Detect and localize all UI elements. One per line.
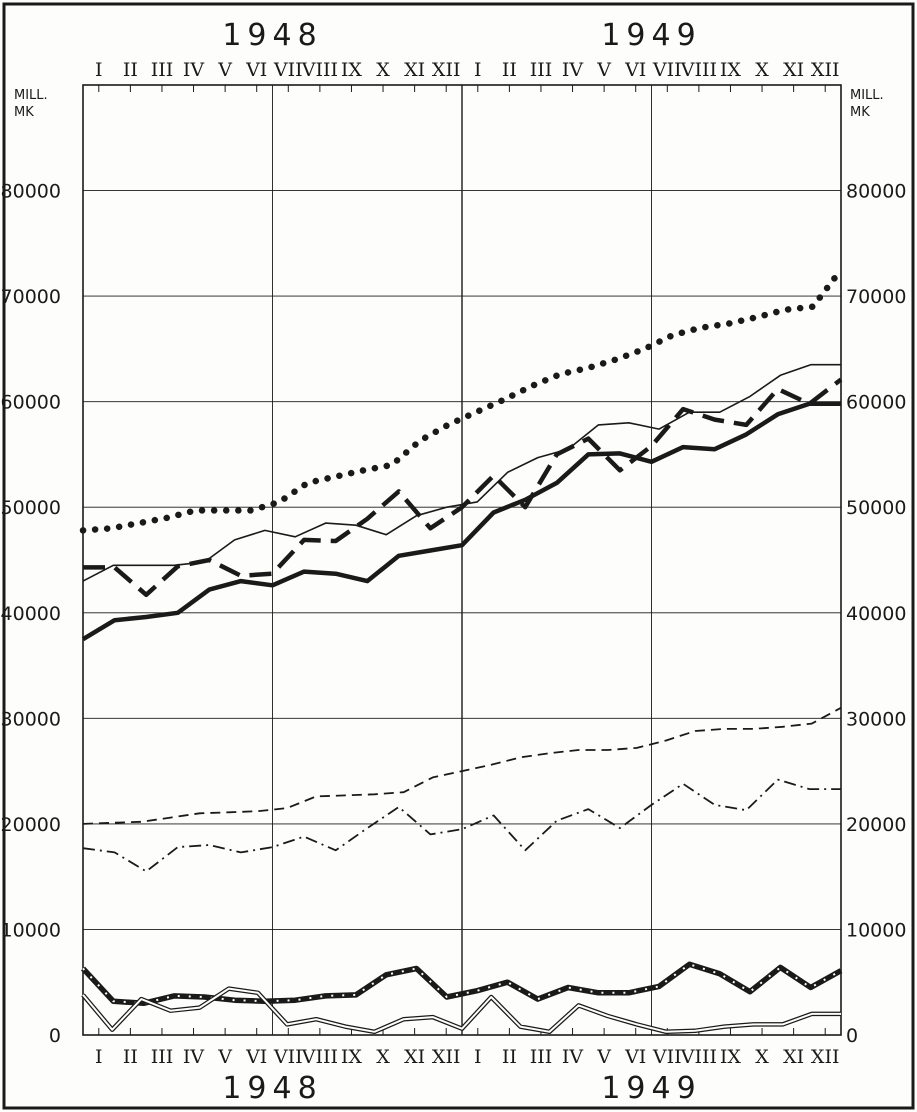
y-tick-label-right: 60000: [846, 392, 906, 414]
series-line-accent: [82, 987, 841, 1033]
y-tick-label-right: 10000: [846, 919, 906, 941]
month-label-top: X: [755, 59, 769, 81]
month-label-top: V: [217, 59, 232, 81]
month-label-top: XI: [404, 59, 425, 81]
month-label-top: XI: [783, 59, 804, 81]
series-solid-thick: [81, 401, 841, 642]
labels: 0 0 10000 10000 20000 20000 30000 30000 40000 400…: [1, 18, 907, 1106]
month-label-top: VIII: [301, 59, 338, 81]
year-label-top: 1948: [222, 18, 322, 53]
month-label-bottom: II: [502, 1046, 517, 1068]
month-label-bottom: X: [755, 1046, 769, 1068]
month-label-top: XII: [811, 59, 840, 81]
month-label-bottom: I: [95, 1046, 103, 1068]
y-tick-label-left: 10000: [1, 919, 61, 941]
y-tick-label-left: 80000: [1, 181, 61, 203]
month-label-bottom: VII: [652, 1046, 682, 1068]
y-tick-label-right: 50000: [846, 497, 906, 519]
y-tick-label-left: 40000: [1, 603, 61, 625]
month-label-top: III: [530, 59, 553, 81]
month-label-top: IX: [341, 59, 363, 81]
y-tick-label-right: 30000: [846, 708, 906, 730]
month-label-bottom: III: [151, 1046, 174, 1068]
series-layer: [79, 266, 845, 1035]
month-label-bottom: IV: [183, 1046, 205, 1068]
month-label-bottom: IX: [341, 1046, 363, 1068]
y-tick-label-right: 40000: [846, 603, 906, 625]
month-label-bottom: I: [474, 1046, 482, 1068]
month-label-top: I: [95, 59, 103, 81]
month-label-top: IV: [183, 59, 205, 81]
month-label-top: III: [151, 59, 174, 81]
plot-frame: [82, 84, 842, 1036]
month-label-top: IX: [720, 59, 742, 81]
y-tick-label-right: 80000: [846, 181, 906, 203]
y-tick-label-left: 60000: [1, 392, 61, 414]
series-chain-thick: [80, 961, 843, 1007]
month-label-top: VII: [273, 59, 303, 81]
month-label-bottom: IV: [562, 1046, 584, 1068]
y-tick-label-right: 0: [846, 1025, 858, 1047]
month-label-bottom: VI: [624, 1046, 646, 1068]
month-label-bottom: VII: [273, 1046, 303, 1068]
series-dashed-thin: [82, 707, 842, 825]
month-label-top: II: [123, 59, 138, 81]
month-label-bottom: XII: [811, 1046, 840, 1068]
y-tick-label-right: 70000: [846, 286, 906, 308]
grid: [83, 85, 841, 1035]
series-line: [79, 266, 845, 534]
month-label-bottom: VIII: [301, 1046, 338, 1068]
month-label-bottom: III: [530, 1046, 553, 1068]
series-line-accent: [82, 963, 842, 1005]
year-label-bottom: 1948: [222, 1071, 322, 1106]
y-tick-label-left: 70000: [1, 286, 61, 308]
month-label-top: VIII: [680, 59, 717, 81]
series-dotted-thick: [79, 266, 845, 534]
series-dashed-thick: [83, 377, 843, 598]
month-label-top: VI: [624, 59, 646, 81]
y-tick-label-left: 30000: [1, 708, 61, 730]
unit-label-left: MILL.: [14, 88, 48, 103]
year-label-bottom: 1949: [601, 1071, 701, 1106]
month-label-bottom: V: [217, 1046, 232, 1068]
month-label-bottom: V: [596, 1046, 611, 1068]
series-line: [82, 707, 842, 825]
y-tick-label-left: 0: [49, 1025, 61, 1047]
month-label-bottom: II: [123, 1046, 138, 1068]
month-label-top: XII: [432, 59, 461, 81]
month-label-bottom: X: [376, 1046, 390, 1068]
month-label-top: VI: [245, 59, 267, 81]
month-label-top: IV: [562, 59, 584, 81]
month-label-bottom: XII: [432, 1046, 461, 1068]
month-label-top: X: [376, 59, 390, 81]
month-label-top: VII: [652, 59, 682, 81]
month-label-bottom: IX: [720, 1046, 742, 1068]
y-tick-label-left: 50000: [1, 497, 61, 519]
month-label-bottom: XI: [404, 1046, 425, 1068]
series-double-line: [81, 986, 841, 1035]
month-label-bottom: VI: [245, 1046, 267, 1068]
month-label-bottom: XI: [783, 1046, 804, 1068]
month-label-top: II: [502, 59, 517, 81]
y-tick-label-left: 20000: [1, 814, 61, 836]
unit-label-right: MK: [850, 105, 870, 120]
month-label-bottom: VIII: [680, 1046, 717, 1068]
y-tick-label-right: 20000: [846, 814, 906, 836]
unit-label-right: MILL.: [850, 88, 884, 103]
month-label-top: V: [596, 59, 611, 81]
series-line: [81, 401, 841, 642]
month-label-top: I: [474, 59, 482, 81]
axes: [82, 84, 842, 1036]
year-label-top: 1949: [601, 18, 701, 53]
series-line: [83, 377, 843, 598]
unit-label-left: MK: [14, 105, 34, 120]
